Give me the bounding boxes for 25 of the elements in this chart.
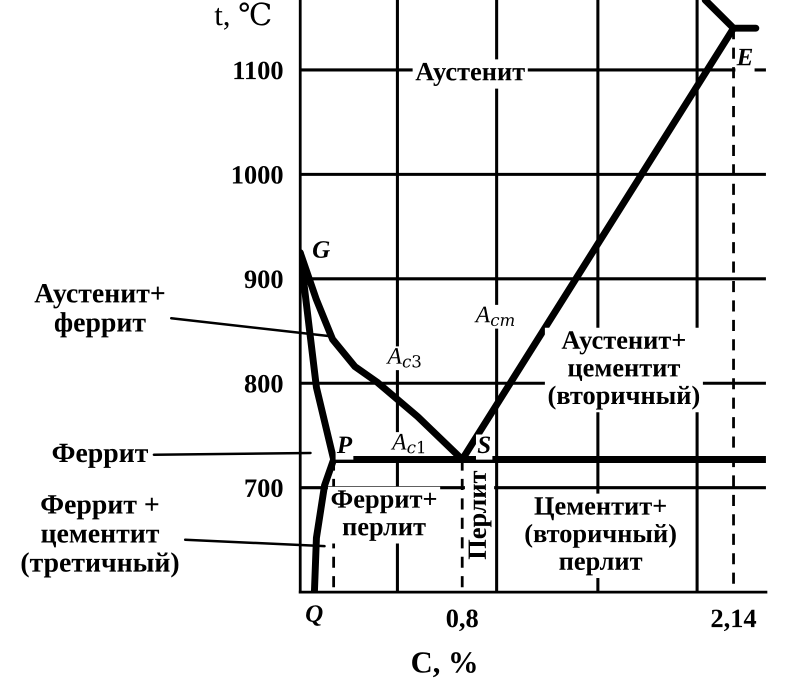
y-tick-label: 800 xyxy=(244,374,283,393)
y-tick-label: 700 xyxy=(245,479,283,498)
x-tick-label: 2,14 xyxy=(712,610,756,632)
annotation: A$_{cm}$ xyxy=(474,306,514,326)
annotation: Аустенит+ цементит (вторичный) xyxy=(548,331,700,410)
y-tick-label: 1000 xyxy=(232,166,283,184)
annotation: A$_{c1}$ xyxy=(390,434,424,454)
annotation: E xyxy=(736,48,752,66)
text: Феррит xyxy=(52,444,148,468)
x-axis-title: C, % xyxy=(412,652,476,678)
annotation: A$_{c3}$ xyxy=(386,348,421,368)
text: Q xyxy=(306,605,323,626)
annotation: Феррит+ перлит xyxy=(332,490,436,541)
annotation: Аустенит+ феррит xyxy=(34,284,164,338)
annotation: G xyxy=(313,241,330,258)
annotation: Феррит + цементит (третичный) xyxy=(22,495,178,578)
annotation: Цементит+ (вторичный) перлит xyxy=(525,497,676,576)
annotation: Аустенит xyxy=(416,62,525,86)
annotation: P xyxy=(336,436,352,454)
y-axis-title: t, ℃ xyxy=(214,2,270,30)
y-tick-label: 900 xyxy=(244,270,283,288)
x-tick-label: 0,8 xyxy=(446,610,478,632)
annotation: Перлит xyxy=(468,470,492,560)
annotation: S xyxy=(478,436,490,454)
y-tick-label: 1100 xyxy=(234,62,283,80)
